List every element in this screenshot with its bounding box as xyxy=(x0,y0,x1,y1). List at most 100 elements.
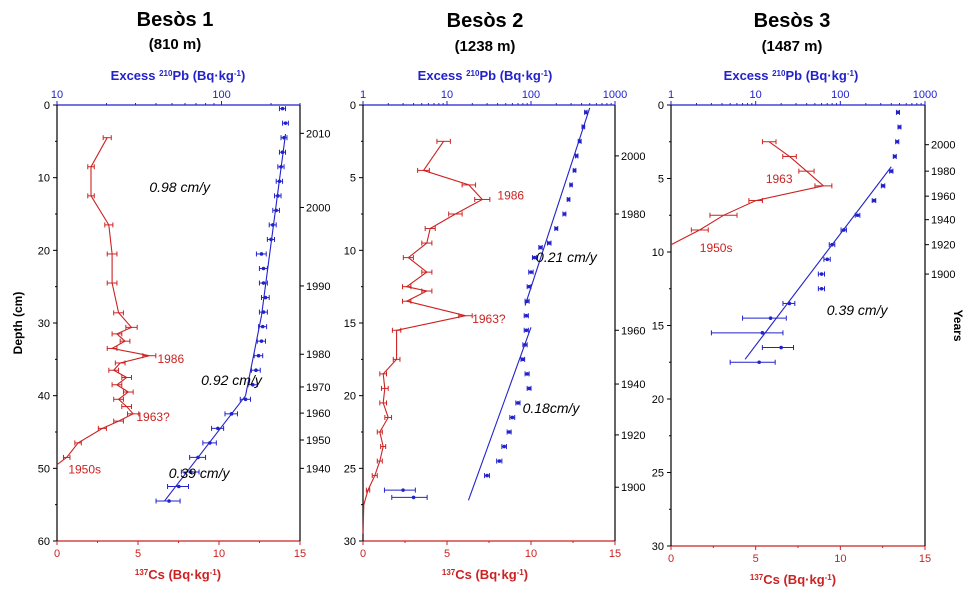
year-tick-label: 1920 xyxy=(621,430,645,442)
pb-axis-label: Excess 210Pb (Bq·kg-1) xyxy=(111,68,246,83)
depth-tick-label: 40 xyxy=(38,391,50,403)
pb210-series xyxy=(383,109,588,500)
cs-tick-label: 15 xyxy=(294,548,306,560)
depth-tick-label: 50 xyxy=(38,463,50,475)
pb210-point xyxy=(779,345,783,350)
depth-tick-label: 30 xyxy=(344,536,356,548)
depth-tick-label: 30 xyxy=(38,318,50,330)
cs-axis-label: 137Cs (Bq·kg-1) xyxy=(442,567,528,582)
marker-annotation: 1963? xyxy=(472,312,506,326)
pb210-point xyxy=(881,184,885,188)
pb210-point xyxy=(401,488,405,492)
panel-3: Besòs 3 (1487 m) 0 5 10 15 20 25 30 0 5 10 15 137Cs (… xyxy=(652,10,965,587)
year-tick-label: 1980 xyxy=(306,349,330,361)
panel-title: Besòs 3 xyxy=(754,10,831,32)
depth-tick-label: 30 xyxy=(652,541,664,553)
year-tick-label: 1940 xyxy=(931,215,955,227)
cs137-profile-line xyxy=(670,141,825,246)
cs-tick-label: 10 xyxy=(213,548,225,560)
pb210-series xyxy=(155,106,289,504)
pb210-point xyxy=(532,255,537,260)
pb-tick-label: 10 xyxy=(441,89,453,101)
marker-annotation: 1963? xyxy=(136,410,170,424)
depth-tick-label: 15 xyxy=(652,321,664,333)
panel-subtitle: (810 m) xyxy=(149,36,202,53)
pb210-point xyxy=(280,106,285,111)
fit-line xyxy=(744,166,892,360)
pb-tick-label: 1 xyxy=(360,89,366,101)
pb210-point xyxy=(176,484,181,489)
year-tick-label: 1900 xyxy=(931,269,955,281)
depth-tick-label: 20 xyxy=(652,394,664,406)
cs-tick-label: 15 xyxy=(919,553,931,565)
pb210-point xyxy=(527,284,531,289)
pb-tick-label: 1000 xyxy=(603,89,627,101)
fit-line xyxy=(245,315,263,396)
pb210-point xyxy=(502,444,507,449)
accumulation-rate-label: 0.21 cm/y xyxy=(536,249,598,265)
depth-tick-label: 0 xyxy=(350,100,356,112)
year-tick-label: 1980 xyxy=(621,209,645,221)
pb210-point xyxy=(521,357,525,362)
pb210-point xyxy=(547,241,552,245)
year-tick-label: 2000 xyxy=(621,151,645,163)
depth-tick-label: 15 xyxy=(344,318,356,330)
y-axis-label: Years xyxy=(951,309,965,341)
pb-tick-label: 10 xyxy=(51,89,63,101)
depth-tick-label: 20 xyxy=(344,391,356,403)
pb210-point xyxy=(527,386,531,391)
year-tick-label: 2010 xyxy=(306,128,330,140)
pb210-point xyxy=(507,430,511,434)
pb210-point xyxy=(584,110,588,115)
panel-title: Besòs 2 xyxy=(447,10,524,32)
cs-axis-label: 137Cs (Bq·kg-1) xyxy=(750,572,836,587)
cs-tick-label: 5 xyxy=(753,553,759,565)
marker-annotation: 1986 xyxy=(157,352,184,366)
year-tick-label: 1940 xyxy=(621,379,645,391)
accumulation-rate-label: 0.98 cm/y xyxy=(149,179,211,195)
panel-subtitle: (1238 m) xyxy=(455,38,516,55)
pb210-point xyxy=(510,415,515,420)
pb210-point xyxy=(896,110,900,115)
pb210-point xyxy=(760,331,765,335)
year-tick-label: 1960 xyxy=(931,191,955,203)
y-axis-label: Depth (cm) xyxy=(11,292,25,355)
year-tick-label: 1960 xyxy=(621,325,645,337)
cs-tick-label: 5 xyxy=(444,548,450,560)
pb210-point xyxy=(574,154,579,158)
marker-annotation: 1986 xyxy=(497,188,524,202)
pb210-point xyxy=(188,470,193,474)
cs-tick-label: 0 xyxy=(360,548,366,560)
pb210-point xyxy=(516,401,520,405)
pb210-point xyxy=(538,245,543,250)
cs137-series xyxy=(670,139,833,246)
panel-2: Besòs 2 (1238 m) 0 5 10 15 20 25 30 0 5 10 15 137Cs (… xyxy=(344,10,646,582)
cs-tick-label: 15 xyxy=(609,548,621,560)
cs137-profile-line xyxy=(362,140,484,534)
year-tick-label: 1970 xyxy=(306,382,330,394)
pb210-point xyxy=(259,252,264,256)
pb210-point xyxy=(251,382,255,387)
pb210-point xyxy=(897,125,902,129)
fit-line xyxy=(164,395,246,502)
pb210-point xyxy=(872,198,876,203)
year-tick-label: 2000 xyxy=(931,140,955,152)
pb210-point xyxy=(283,121,288,125)
year-tick-label: 1950 xyxy=(306,435,330,447)
pb-axis-label: Excess 210Pb (Bq·kg-1) xyxy=(418,68,553,83)
pb-tick-label: 1 xyxy=(668,89,674,101)
pb210-point xyxy=(562,212,567,216)
year-tick-label: 1900 xyxy=(621,482,645,494)
cs-tick-label: 5 xyxy=(135,548,141,560)
pb210-point xyxy=(757,360,761,365)
pb210-point xyxy=(261,266,266,271)
pb210-point xyxy=(768,316,773,320)
pb-tick-label: 100 xyxy=(522,89,540,101)
year-tick-label: 2000 xyxy=(306,202,330,214)
marker-annotation: 1950s xyxy=(68,462,101,476)
cs-axis-label: 137Cs (Bq·kg-1) xyxy=(135,567,221,582)
depth-tick-label: 10 xyxy=(652,247,664,259)
year-tick-label: 1990 xyxy=(306,281,330,293)
